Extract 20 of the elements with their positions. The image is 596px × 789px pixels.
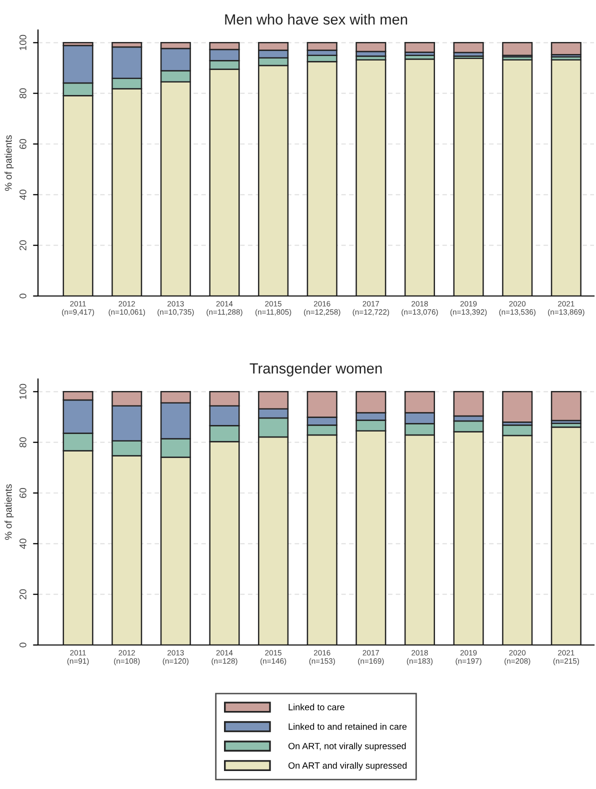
y-tick-label: 40 — [19, 538, 26, 549]
y-tick-label: 20 — [19, 589, 26, 600]
y-tick-label: 100 — [19, 34, 26, 50]
y-tick-label: 0 — [19, 642, 26, 648]
legend-label: On ART, not virally supressed — [288, 742, 406, 752]
chart-title: Transgender women — [250, 362, 382, 376]
legend-label: Linked to care — [288, 704, 344, 710]
y-axis-title: % of patients — [4, 484, 14, 540]
y-axis-title: % of patients — [4, 135, 14, 191]
y-tick-label: 80 — [19, 437, 26, 448]
legend-label: On ART and virally supressed — [288, 762, 407, 771]
chart-title: Men who have sex with men — [225, 14, 408, 25]
y-tick-label: 80 — [19, 88, 26, 98]
y-tick-label: 60 — [19, 138, 26, 149]
y-tick-label: 0 — [19, 294, 26, 298]
y-tick-label: 100 — [19, 384, 26, 400]
y-tick-label: 60 — [19, 488, 26, 498]
y-tick-label: 20 — [19, 240, 26, 250]
y-tick-label: 40 — [19, 190, 26, 200]
legend-label: Linked to and retained in care — [288, 723, 407, 730]
